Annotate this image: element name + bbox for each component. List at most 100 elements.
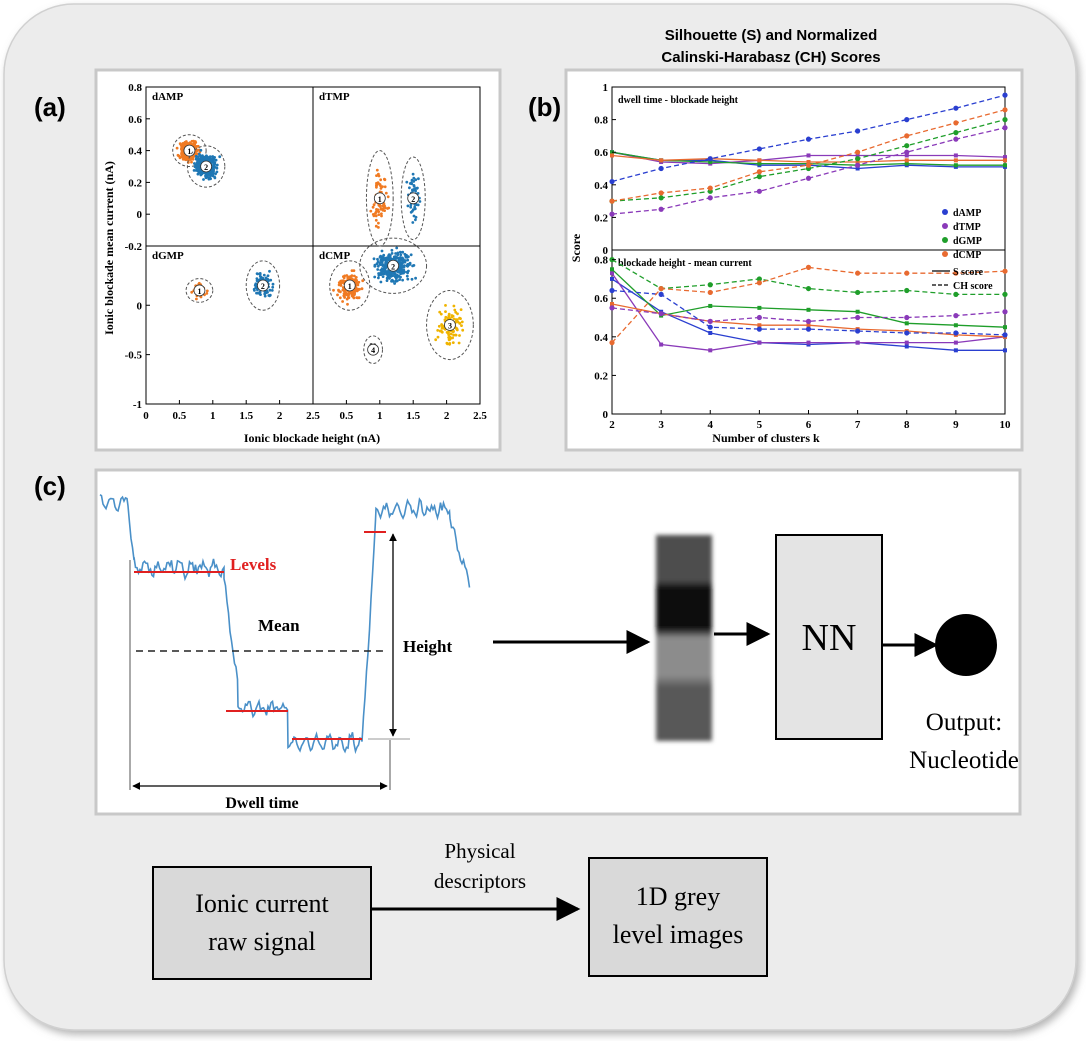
panel-c: Levels Mean Height Dwell time NN Output:…: [94, 468, 1022, 816]
data-point: [377, 213, 381, 217]
raw-signal-label-line2: raw signal: [208, 927, 316, 956]
cluster-label: 1: [187, 147, 191, 156]
series-point: [610, 302, 614, 307]
data-point: [196, 168, 199, 172]
data-point: [268, 288, 272, 292]
cluster-damp-1: 1: [172, 134, 207, 168]
data-point: [199, 148, 203, 152]
data-point: [451, 336, 454, 340]
data-point: [452, 317, 456, 321]
data-point: [413, 205, 417, 209]
data-point: [451, 341, 455, 344]
data-point: [375, 184, 378, 188]
data-point: [418, 200, 422, 203]
data-point: [394, 273, 398, 277]
series-point: [757, 161, 762, 166]
data-point: [352, 293, 356, 297]
series-point: [806, 323, 811, 328]
cluster-label: 1: [197, 287, 201, 296]
data-point: [215, 163, 219, 167]
data-point: [190, 160, 193, 164]
panel-label-c: (c): [34, 471, 66, 501]
data-point: [414, 218, 417, 222]
x-tick-label: 4: [708, 419, 714, 431]
data-point: [377, 210, 381, 214]
data-point: [352, 278, 356, 282]
series-point: [610, 153, 614, 158]
data-point: [196, 155, 200, 159]
data-point: [412, 185, 416, 188]
legend-marker-dgmp: [942, 237, 948, 243]
series-point: [707, 185, 713, 191]
data-point: [380, 207, 383, 211]
data-point: [190, 290, 194, 294]
series-point: [757, 158, 762, 163]
series-point: [707, 282, 713, 288]
series-point: [756, 280, 762, 286]
data-point: [405, 274, 409, 278]
panel-label-b: (b): [528, 92, 561, 122]
data-point: [440, 326, 444, 330]
data-point: [383, 177, 386, 181]
series-point: [708, 159, 713, 164]
data-point: [400, 263, 403, 266]
series-point: [756, 174, 762, 180]
series-point: [855, 289, 861, 296]
data-point: [380, 269, 383, 273]
data-point: [439, 312, 443, 316]
data-point: [411, 188, 414, 192]
series-point: [707, 195, 713, 201]
data-point: [384, 256, 388, 260]
data-point: [409, 181, 413, 185]
cluster-ellipse: [329, 260, 371, 311]
data-point: [385, 279, 389, 282]
series-point: [953, 291, 959, 297]
data-point: [375, 174, 378, 178]
series-point: [1003, 325, 1007, 330]
data-point: [402, 271, 405, 275]
data-point: [396, 270, 400, 274]
subplot-title-dcmp: dCMP: [319, 250, 350, 262]
legend-label-dgmp: dGMP: [953, 236, 982, 247]
series-point: [855, 328, 861, 334]
data-point: [212, 163, 216, 166]
y-tick-label: 0.6: [128, 114, 142, 126]
data-point: [346, 302, 349, 306]
series-line: [611, 307, 1006, 323]
data-point: [394, 277, 398, 280]
data-point: [454, 310, 458, 314]
y-tick-label: -0.5: [125, 350, 143, 362]
series-point: [658, 165, 664, 172]
cluster-marker: [407, 192, 420, 205]
data-point: [449, 332, 453, 336]
series-point: [1002, 268, 1008, 274]
x-tick-label: 10: [1000, 419, 1012, 431]
data-point: [459, 308, 463, 311]
subplot-title-dgmp: dGMP: [152, 250, 184, 262]
cluster-ellipse: [245, 260, 281, 311]
data-point: [355, 289, 359, 293]
series-point: [806, 153, 811, 158]
series-point: [805, 326, 812, 332]
x-tick-label: 2: [277, 410, 283, 422]
cluster-ellipse: [359, 237, 428, 294]
cluster-label: 3: [448, 322, 452, 331]
data-point: [342, 279, 345, 283]
data-point: [398, 278, 401, 281]
data-point: [379, 178, 383, 182]
series-point: [609, 178, 615, 185]
data-point: [210, 171, 214, 175]
series-point: [904, 287, 910, 294]
series-point: [855, 128, 861, 134]
series-point: [953, 158, 958, 163]
data-point: [376, 268, 380, 271]
data-point: [342, 294, 346, 298]
x-tick-label: 1.5: [406, 410, 420, 422]
series-point: [806, 307, 811, 312]
data-point: [443, 318, 447, 322]
data-point: [444, 310, 447, 313]
data-point: [378, 182, 381, 186]
data-point: [253, 283, 257, 287]
data-point: [372, 257, 376, 261]
data-point: [268, 293, 272, 297]
